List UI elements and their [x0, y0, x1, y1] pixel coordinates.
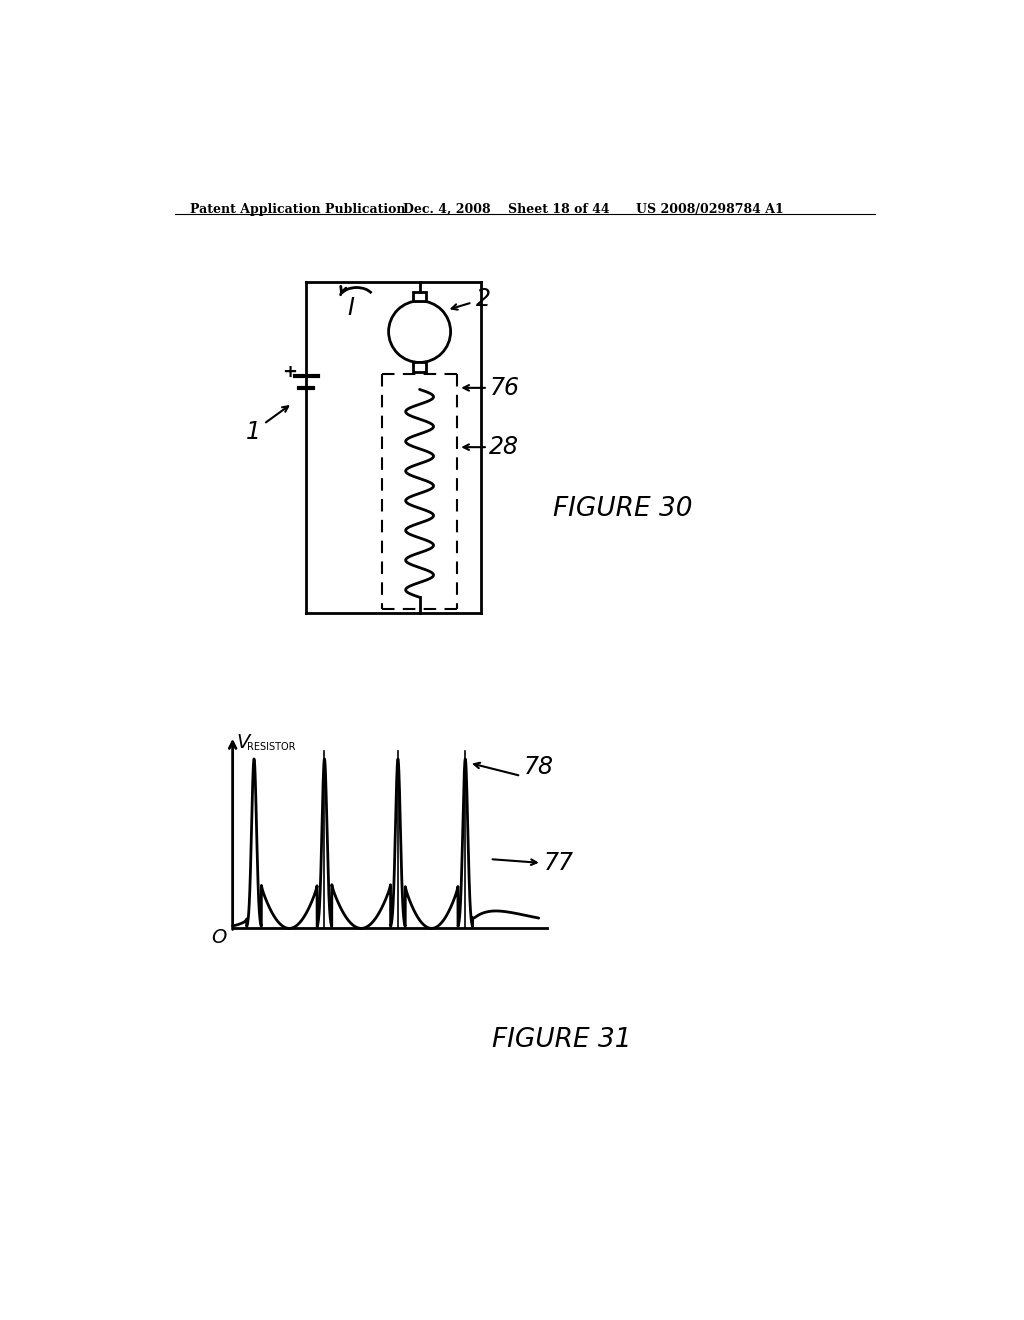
Bar [414, 292, 426, 301]
Text: O: O [211, 928, 226, 948]
Bar [414, 363, 426, 372]
Text: I: I [347, 296, 354, 319]
Text: 76: 76 [489, 376, 519, 400]
Text: 2: 2 [475, 288, 490, 312]
Text: Dec. 4, 2008: Dec. 4, 2008 [403, 203, 490, 216]
Text: 1: 1 [246, 420, 261, 444]
Text: +: + [282, 363, 297, 380]
Text: US 2008/0298784 A1: US 2008/0298784 A1 [636, 203, 783, 216]
Text: FIGURE 30: FIGURE 30 [553, 496, 692, 521]
Text: 77: 77 [544, 851, 574, 875]
Text: 78: 78 [523, 755, 553, 779]
Text: RESISTOR: RESISTOR [247, 742, 295, 751]
Text: V: V [237, 733, 250, 751]
Text: 28: 28 [489, 436, 519, 459]
Text: Patent Application Publication: Patent Application Publication [190, 203, 406, 216]
Text: Sheet 18 of 44: Sheet 18 of 44 [508, 203, 609, 216]
Text: FIGURE 31: FIGURE 31 [493, 1027, 632, 1053]
